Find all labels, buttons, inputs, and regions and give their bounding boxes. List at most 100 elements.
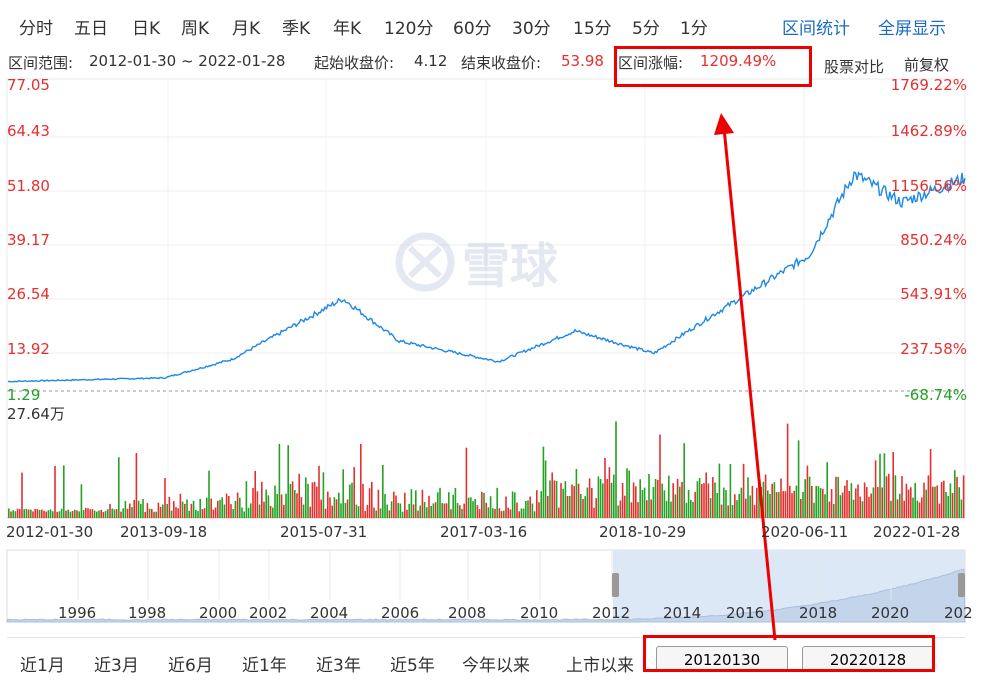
- range-1m-button[interactable]: 近1月: [20, 656, 65, 676]
- tab-5min[interactable]: 5分: [632, 19, 660, 39]
- range-value: 2012-01-30 ~ 2022-01-28: [89, 52, 286, 70]
- volume-bar: [934, 486, 936, 518]
- volume-bar: [621, 483, 624, 518]
- tab-15min[interactable]: 15分: [573, 19, 612, 39]
- volume-bar: [929, 449, 932, 518]
- volume-bar: [164, 478, 166, 518]
- tab-yearly-k[interactable]: 年K: [333, 19, 362, 39]
- volume-bar: [54, 466, 56, 518]
- volume-bar: [245, 481, 248, 518]
- adjust-mode-button[interactable]: 前复权: [904, 56, 950, 74]
- volume-bar: [747, 477, 749, 518]
- volume-bar: [91, 509, 94, 518]
- volume-bar: [439, 487, 441, 518]
- range-3y-button[interactable]: 近3年: [316, 656, 361, 676]
- volume-bar: [815, 485, 817, 518]
- volume-bar: [122, 508, 124, 518]
- start-date-input[interactable]: 20120130: [656, 646, 788, 672]
- volume-bar: [472, 501, 474, 518]
- volume-bar: [437, 492, 439, 518]
- volume-bar: [355, 504, 358, 518]
- tab-five-day[interactable]: 五日: [74, 19, 108, 39]
- volume-bar: [910, 487, 912, 518]
- volume-bar: [492, 508, 494, 518]
- range-5y-button[interactable]: 近5年: [390, 656, 435, 676]
- divider: [7, 637, 965, 638]
- volume-bar: [734, 494, 736, 518]
- volume-bar: [837, 476, 839, 518]
- volume-bar: [855, 488, 857, 518]
- volume-bar: [49, 509, 52, 518]
- volume-bar: [610, 482, 613, 518]
- tab-60min[interactable]: 60分: [453, 19, 492, 39]
- volume-bar: [269, 505, 272, 518]
- volume-bar: [522, 508, 525, 518]
- volume-bar: [151, 508, 153, 518]
- navigator-left-handle[interactable]: [612, 573, 619, 597]
- fullscreen-link[interactable]: 全屏显示: [878, 19, 946, 39]
- volume-bar: [463, 503, 465, 518]
- volume-bar: [63, 465, 65, 518]
- volume-bar: [19, 509, 21, 518]
- range-since-listing-button[interactable]: 上市以来: [566, 656, 634, 676]
- volume-bar: [648, 474, 650, 518]
- tab-1min[interactable]: 1分: [680, 19, 708, 39]
- range-6m-button[interactable]: 近6月: [168, 656, 213, 676]
- volume-bar: [663, 490, 666, 518]
- volume-bar: [456, 503, 459, 518]
- tab-30min[interactable]: 30分: [512, 19, 551, 39]
- pct-tick: -68.74%: [904, 386, 967, 404]
- volume-bar: [725, 490, 727, 518]
- volume-bar: [841, 492, 844, 518]
- range-1y-button[interactable]: 近1年: [242, 656, 287, 676]
- range-stats-link[interactable]: 区间统计: [782, 19, 850, 39]
- volume-bar: [635, 486, 637, 518]
- volume-bar: [459, 505, 461, 518]
- volume-bar: [278, 443, 281, 518]
- volume-bar: [943, 480, 945, 518]
- volume-bar: [698, 478, 701, 518]
- pct-tick: 237.58%: [900, 340, 967, 358]
- tab-fenshi[interactable]: 分时: [19, 19, 53, 39]
- range-3m-button[interactable]: 近3月: [94, 656, 139, 676]
- tab-120min[interactable]: 120分: [384, 19, 434, 39]
- volume-bar: [899, 493, 901, 518]
- volume-bar: [498, 508, 501, 518]
- navigator-right-handle[interactable]: [958, 573, 965, 597]
- volume-bar: [892, 452, 894, 518]
- volume-bar: [349, 484, 351, 518]
- tab-quarterly-k[interactable]: 季K: [282, 19, 311, 39]
- volume-bar: [272, 507, 274, 518]
- volume-bar: [140, 503, 142, 518]
- volume-bar: [408, 503, 410, 518]
- tab-monthly-k[interactable]: 月K: [232, 19, 261, 39]
- volume-bar: [773, 482, 776, 518]
- nav-year: 2002: [249, 604, 288, 622]
- range-ytd-button[interactable]: 今年以来: [462, 656, 530, 676]
- volume-bar: [819, 488, 822, 518]
- stock-compare-button[interactable]: 股票对比: [824, 58, 885, 76]
- volume-bar: [162, 504, 164, 518]
- volume-bar: [476, 505, 479, 518]
- volume-bar: [69, 511, 72, 518]
- end-date-input[interactable]: 20220128: [802, 646, 934, 672]
- volume-bar: [958, 487, 960, 518]
- tab-weekly-k[interactable]: 周K: [181, 19, 210, 39]
- nav-year: 2000: [199, 604, 238, 622]
- volume-bar: [538, 502, 540, 518]
- volume-bar: [340, 503, 342, 518]
- volume-bar: [166, 503, 168, 518]
- volume-bar: [118, 457, 120, 518]
- time-navigator[interactable]: [6, 549, 966, 623]
- volume-bar: [806, 465, 809, 518]
- volume-bar: [36, 509, 39, 518]
- volume-bar: [672, 483, 674, 518]
- volume-bar: [274, 485, 276, 518]
- volume-bar: [375, 510, 377, 518]
- tab-daily-k[interactable]: 日K: [132, 19, 161, 39]
- volume-bar: [844, 485, 846, 518]
- volume-bar: [27, 509, 30, 518]
- volume-bar: [800, 498, 802, 518]
- volume-bar: [371, 481, 373, 518]
- price-tick: 13.92: [7, 340, 50, 358]
